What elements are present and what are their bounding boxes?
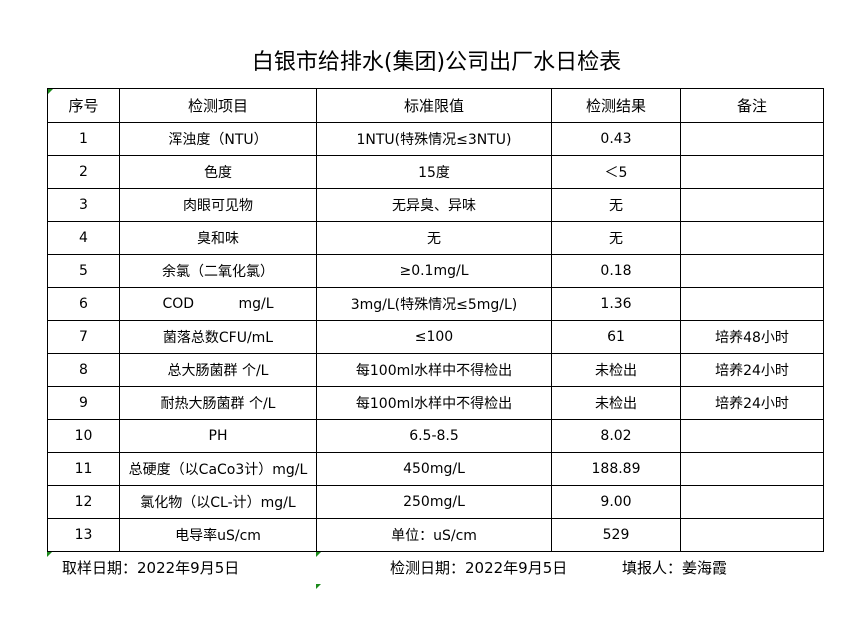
header-cell[interactable]: 检测项目 xyxy=(119,88,317,123)
table-cell[interactable]: 肉眼可见物 xyxy=(119,188,317,222)
table-row: 9 耐热大肠菌群 个/L 每100ml水样中不得检出 未检出 培养24小时 xyxy=(47,386,824,420)
table-row: 6 COD mg/L 3mg/L(特殊情况≤5mg/L) 1.36 xyxy=(47,287,824,321)
header-cell[interactable]: 序号 xyxy=(47,88,120,123)
table-cell[interactable]: 8.02 xyxy=(551,419,681,453)
table-cell[interactable]: 6 xyxy=(47,287,120,321)
table-row: 3 肉眼可见物 无异臭、异味无 xyxy=(47,188,824,222)
table-cell[interactable]: 氯化物（以CL-计）mg/L xyxy=(119,485,317,519)
header-cell[interactable]: 备注 xyxy=(680,88,824,123)
table-cell[interactable]: 培养24小时 xyxy=(680,353,824,387)
table-cell[interactable]: 无 xyxy=(316,221,552,255)
table-cell[interactable]: 无异臭、异味 xyxy=(316,188,552,222)
table-cell[interactable]: 2 xyxy=(47,155,120,189)
table-cell[interactable]: ≥0.1mg/L xyxy=(316,254,552,288)
table-cell[interactable]: 188.89 xyxy=(551,452,681,486)
table-cell[interactable]: 耐热大肠菌群 个/L xyxy=(119,386,317,420)
table-row: 13 电导率uS/cm 单位：uS/cm 529 xyxy=(47,518,824,552)
table-cell[interactable]: ＜5 xyxy=(551,155,681,189)
table-cell[interactable]: 总硬度（以CaCo3计）mg/L xyxy=(119,452,317,486)
table-cell[interactable] xyxy=(680,485,824,519)
table-cell[interactable]: 4 xyxy=(47,221,120,255)
table-cell[interactable]: 未检出 xyxy=(551,353,681,387)
table-row: 10 PH 6.5-8.5 8.02 xyxy=(47,419,824,453)
table-cell[interactable] xyxy=(680,419,824,453)
table-cell[interactable]: 每100ml水样中不得检出 xyxy=(316,386,552,420)
table-row: 4 臭和味无无 xyxy=(47,221,824,255)
table-cell[interactable]: 15度 xyxy=(316,155,552,189)
table-cell[interactable]: 9.00 xyxy=(551,485,681,519)
table-cell[interactable]: 1NTU(特殊情况≤3NTU) xyxy=(316,122,552,156)
sample-date: 取样日期：2022年9月5日 xyxy=(62,559,240,577)
table-row: 11 总硬度（以CaCo3计）mg/L 450mg/L 188.89 xyxy=(47,452,824,486)
table-cell[interactable]: 250mg/L xyxy=(316,485,552,519)
table-cell[interactable]: 529 xyxy=(551,518,681,552)
table-row: 1 浑浊度（NTU） 1NTU(特殊情况≤3NTU) 0.43 xyxy=(47,122,824,156)
table-cell[interactable]: 每100ml水样中不得检出 xyxy=(316,353,552,387)
page-title: 白银市给排水(集团)公司出厂水日检表 xyxy=(251,50,622,75)
table-cell[interactable]: 单位：uS/cm xyxy=(316,518,552,552)
table-cell[interactable]: COD mg/L xyxy=(119,287,317,321)
cell-comment-marker xyxy=(316,552,321,557)
table-cell[interactable]: 3 xyxy=(47,188,120,222)
cell-comment-marker xyxy=(316,584,321,589)
table-cell[interactable]: 未检出 xyxy=(551,386,681,420)
table-cell[interactable] xyxy=(680,122,824,156)
table-row: 12 氯化物（以CL-计）mg/L 250mg/L 9.00 xyxy=(47,485,824,519)
table-cell[interactable]: 0.43 xyxy=(551,122,681,156)
table-cell[interactable]: 电导率uS/cm xyxy=(119,518,317,552)
table-cell[interactable]: 10 xyxy=(47,419,120,453)
table-cell[interactable]: 培养48小时 xyxy=(680,320,824,354)
cell-comment-marker xyxy=(48,89,53,94)
table-cell[interactable]: PH xyxy=(119,419,317,453)
table-header-row: 序号 检测项目 标准限值 检测结果 备注 xyxy=(47,88,824,123)
reporter: 填报人：姜海霞 xyxy=(622,559,728,577)
table-cell[interactable] xyxy=(680,287,824,321)
table-cell[interactable]: ≤100 xyxy=(316,320,552,354)
table-cell[interactable] xyxy=(680,452,824,486)
table-cell[interactable] xyxy=(680,221,824,255)
table-row: 5 余氯（二氧化氯） ≥0.1mg/L 0.18 xyxy=(47,254,824,288)
header-cell[interactable]: 标准限值 xyxy=(316,88,552,123)
table-cell[interactable]: 450mg/L xyxy=(316,452,552,486)
table-cell[interactable]: 9 xyxy=(47,386,120,420)
table-cell[interactable]: 培养24小时 xyxy=(680,386,824,420)
table-cell[interactable]: 色度 xyxy=(119,155,317,189)
table-cell[interactable]: 1 xyxy=(47,122,120,156)
table-cell[interactable]: 余氯（二氧化氯） xyxy=(119,254,317,288)
table-row: 7 菌落总数CFU/mL ≤100 61 培养48小时 xyxy=(47,320,824,354)
table-cell[interactable] xyxy=(680,254,824,288)
table-cell[interactable]: 臭和味 xyxy=(119,221,317,255)
table-cell[interactable]: 6.5-8.5 xyxy=(316,419,552,453)
header-cell[interactable]: 检测结果 xyxy=(551,88,681,123)
table-cell[interactable]: 12 xyxy=(47,485,120,519)
table-row: 8 总大肠菌群 个/L 每100ml水样中不得检出 未检出 培养24小时 xyxy=(47,353,824,387)
inspection-table: 序号 检测项目 标准限值 检测结果 备注 1 浑浊度（NTU） 1NTU(特殊情况≤… xyxy=(47,88,824,552)
table-cell[interactable] xyxy=(680,188,824,222)
table-cell[interactable]: 0.18 xyxy=(551,254,681,288)
table-cell[interactable]: 无 xyxy=(551,188,681,222)
table-cell[interactable] xyxy=(680,155,824,189)
table-cell[interactable] xyxy=(680,518,824,552)
table-cell[interactable]: 11 xyxy=(47,452,120,486)
table-row: 2 色度 15度 ＜5 xyxy=(47,155,824,189)
table-cell[interactable]: 1.36 xyxy=(551,287,681,321)
table-cell[interactable]: 菌落总数CFU/mL xyxy=(119,320,317,354)
table-cell[interactable]: 8 xyxy=(47,353,120,387)
table-cell[interactable]: 无 xyxy=(551,221,681,255)
test-date: 检测日期：2022年9月5日 xyxy=(390,559,568,577)
table-cell[interactable]: 13 xyxy=(47,518,120,552)
table-cell[interactable]: 7 xyxy=(47,320,120,354)
cell-comment-marker xyxy=(47,552,52,557)
table-cell[interactable]: 浑浊度（NTU） xyxy=(119,122,317,156)
table-cell[interactable]: 5 xyxy=(47,254,120,288)
table-cell[interactable]: 3mg/L(特殊情况≤5mg/L) xyxy=(316,287,552,321)
table-cell[interactable]: 总大肠菌群 个/L xyxy=(119,353,317,387)
table-cell[interactable]: 61 xyxy=(551,320,681,354)
